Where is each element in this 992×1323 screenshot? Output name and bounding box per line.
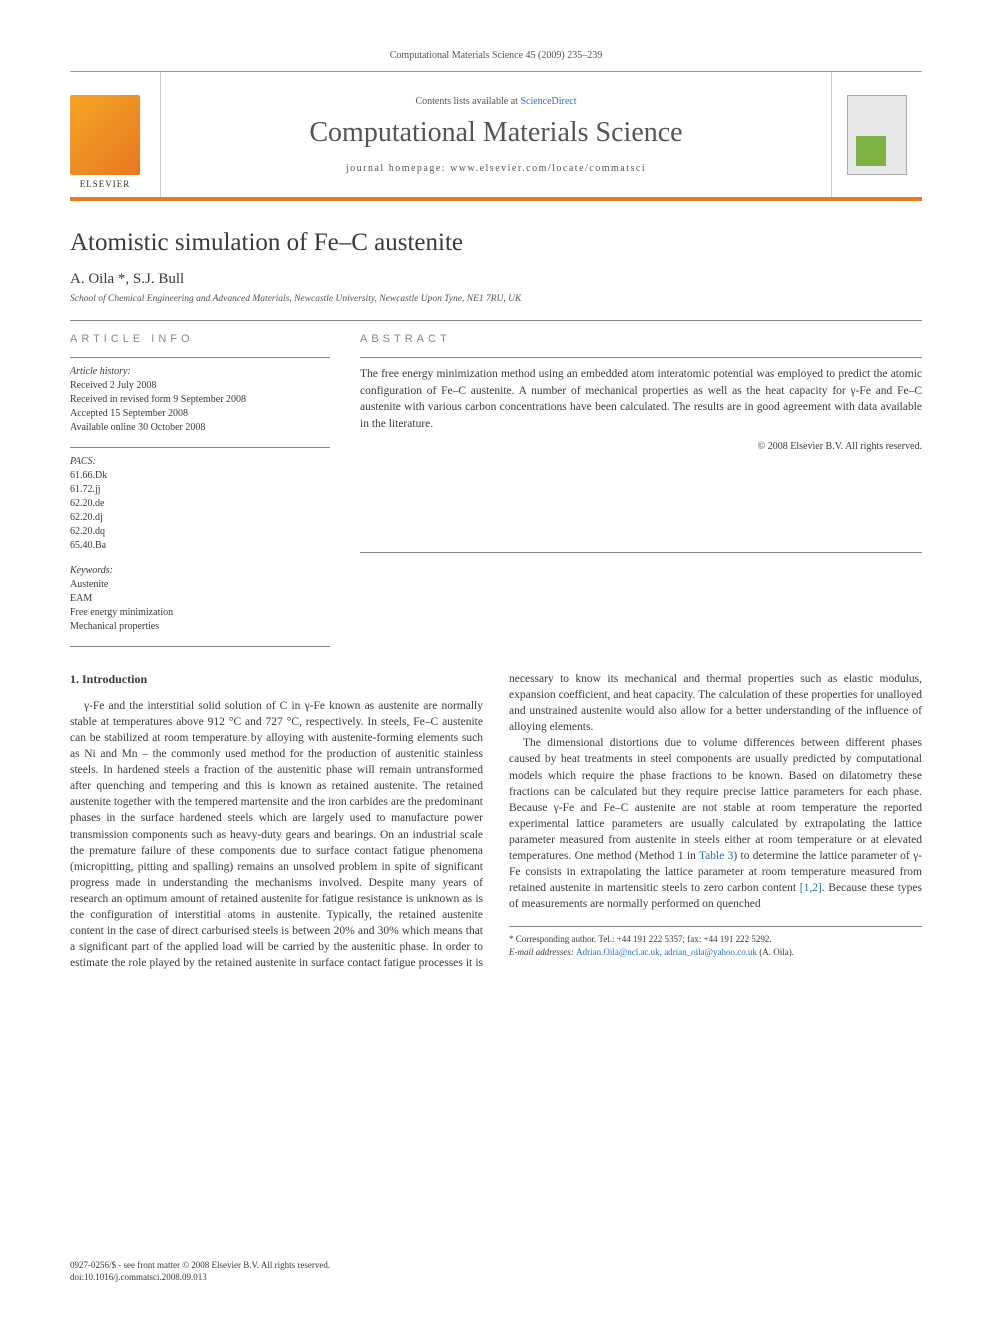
- body-paragraph: The dimensional distortions due to volum…: [509, 735, 922, 912]
- pacs-code: 62.20.dj: [70, 511, 330, 525]
- section-heading: 1. Introduction: [70, 671, 483, 688]
- history-accepted: Accepted 15 September 2008: [70, 407, 330, 421]
- history-online: Available online 30 October 2008: [70, 421, 330, 435]
- keywords-block: Keywords: Austenite EAM Free energy mini…: [70, 565, 330, 634]
- author-email-link[interactable]: adrian_oila@yahoo.co.uk: [664, 947, 757, 957]
- keyword: Mechanical properties: [70, 620, 330, 634]
- pacs-code: 65.40.Ba: [70, 539, 330, 553]
- abstract-text: The free energy minimization method usin…: [360, 366, 922, 433]
- elsevier-label: ELSEVIER: [70, 179, 140, 189]
- article-info-heading: ARTICLE INFO: [70, 333, 330, 345]
- homepage-prefix: journal homepage:: [346, 163, 450, 174]
- paragraph-text: The dimensional distortions due to volum…: [509, 737, 922, 862]
- masthead-center: Contents lists available at ScienceDirec…: [160, 72, 832, 197]
- email-line: E-mail addresses: Adrian.Oila@ncl.ac.uk,…: [509, 946, 922, 958]
- corresponding-author-line: * Corresponding author. Tel.: +44 191 22…: [509, 933, 922, 945]
- keyword: Austenite: [70, 578, 330, 592]
- footer-doi: doi:10.1016/j.commatsci.2008.09.013: [70, 1271, 330, 1283]
- journal-cover-thumbnail: [847, 95, 907, 175]
- contents-prefix: Contents lists available at: [415, 96, 520, 107]
- abstract-copyright: © 2008 Elsevier B.V. All rights reserved…: [360, 441, 922, 452]
- journal-cover-block: [832, 72, 922, 197]
- keyword: EAM: [70, 592, 330, 606]
- sciencedirect-link[interactable]: ScienceDirect: [520, 96, 576, 107]
- elsevier-tree-icon: [70, 95, 140, 175]
- corresponding-author-footnote: * Corresponding author. Tel.: +44 191 22…: [509, 926, 922, 957]
- footer-copyright: 0927-0256/$ - see front matter © 2008 El…: [70, 1259, 330, 1271]
- pacs-title: PACS:: [70, 456, 330, 467]
- pacs-code: 61.72.jj: [70, 483, 330, 497]
- author-list: A. Oila *, S.J. Bull: [70, 271, 922, 288]
- pacs-code: 62.20.de: [70, 497, 330, 511]
- body-two-column: 1. Introduction γ-Fe and the interstitia…: [70, 671, 922, 971]
- contents-available-line: Contents lists available at ScienceDirec…: [415, 96, 576, 107]
- page-footer: 0927-0256/$ - see front matter © 2008 El…: [70, 1259, 330, 1283]
- header-citation: Computational Materials Science 45 (2009…: [70, 50, 922, 61]
- history-title: Article history:: [70, 366, 330, 377]
- publisher-logo-block: ELSEVIER: [70, 72, 160, 197]
- author-affiliation: School of Chemical Engineering and Advan…: [70, 294, 922, 304]
- citation-link[interactable]: [1,2]: [800, 882, 822, 894]
- divider: [70, 320, 922, 321]
- article-history-block: Article history: Received 2 July 2008 Re…: [70, 366, 330, 435]
- history-revised: Received in revised form 9 September 200…: [70, 393, 330, 407]
- abstract-column: ABSTRACT The free energy minimization me…: [360, 333, 922, 647]
- abstract-heading: ABSTRACT: [360, 333, 922, 345]
- info-abstract-row: ARTICLE INFO Article history: Received 2…: [70, 333, 922, 647]
- keyword: Free energy minimization: [70, 606, 330, 620]
- history-received: Received 2 July 2008: [70, 379, 330, 393]
- section-number: 1.: [70, 672, 79, 686]
- journal-title: Computational Materials Science: [309, 117, 682, 149]
- article-title: Atomistic simulation of Fe–C austenite: [70, 229, 922, 257]
- article-info-column: ARTICLE INFO Article history: Received 2…: [70, 333, 330, 647]
- pacs-code: 62.20.dq: [70, 525, 330, 539]
- pacs-block: PACS: 61.66.Dk 61.72.jj 62.20.de 62.20.d…: [70, 456, 330, 553]
- journal-homepage-line: journal homepage: www.elsevier.com/locat…: [346, 163, 646, 174]
- paragraph-text: γ-Fe and the interstitial solid solution…: [70, 700, 483, 921]
- email-suffix: (A. Oila).: [757, 947, 794, 957]
- pacs-code: 61.66.Dk: [70, 469, 330, 483]
- homepage-url: www.elsevier.com/locate/commatsci: [450, 163, 646, 174]
- section-title: Introduction: [82, 672, 147, 686]
- keywords-title: Keywords:: [70, 565, 330, 576]
- author-email-link[interactable]: Adrian.Oila@ncl.ac.uk: [576, 947, 660, 957]
- journal-masthead: ELSEVIER Contents lists available at Sci…: [70, 71, 922, 201]
- email-label: E-mail addresses:: [509, 947, 576, 957]
- table-reference-link[interactable]: Table 3: [699, 850, 733, 862]
